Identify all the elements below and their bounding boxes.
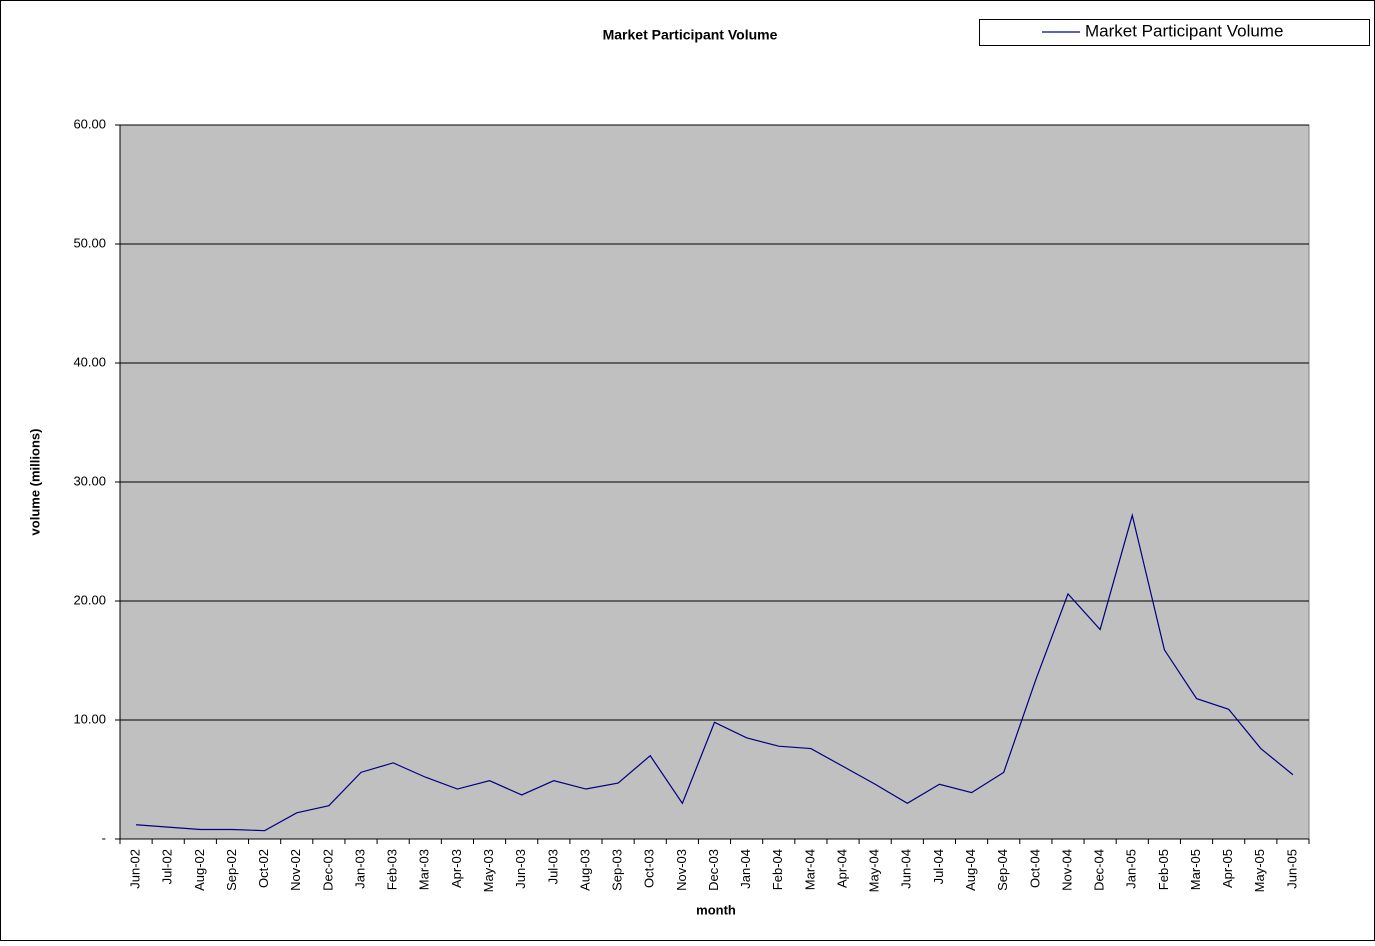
x-axis-label: month bbox=[696, 902, 736, 917]
y-tick-label: 60.00 bbox=[73, 116, 106, 131]
x-tick-label: Sep-04 bbox=[995, 849, 1010, 891]
y-tick-label: 10.00 bbox=[73, 711, 106, 726]
y-tick-label: - bbox=[102, 830, 106, 845]
y-tick-label: 40.00 bbox=[73, 354, 106, 369]
x-tick-label: Apr-05 bbox=[1220, 849, 1235, 888]
x-tick-label: Nov-04 bbox=[1059, 849, 1074, 891]
x-tick-label: Oct-02 bbox=[256, 849, 271, 888]
x-tick-label: May-04 bbox=[867, 849, 882, 892]
x-tick-label: Dec-04 bbox=[1092, 849, 1107, 891]
x-tick-label: Nov-02 bbox=[288, 849, 303, 891]
y-tick-label: 50.00 bbox=[73, 235, 106, 250]
x-tick-label: Aug-04 bbox=[963, 849, 978, 891]
x-tick-label: Jul-02 bbox=[160, 849, 175, 884]
x-tick-label: Feb-05 bbox=[1156, 849, 1171, 890]
x-tick-label: Sep-02 bbox=[224, 849, 239, 891]
x-tick-label: Oct-03 bbox=[642, 849, 657, 888]
data-line bbox=[136, 512, 1294, 832]
chart-title: Market Participant Volume bbox=[603, 27, 778, 43]
x-tick-label: Mar-05 bbox=[1188, 849, 1203, 890]
x-tick-label: Jun-03 bbox=[513, 849, 528, 889]
x-tick-label: Dec-03 bbox=[706, 849, 721, 891]
x-tick-label: Oct-04 bbox=[1027, 849, 1042, 888]
x-tick-label: Jan-05 bbox=[1124, 849, 1139, 889]
x-tick-label: Apr-04 bbox=[834, 849, 849, 888]
x-tick-label: Jan-04 bbox=[738, 849, 753, 889]
x-tick-label: May-05 bbox=[1252, 849, 1267, 892]
x-tick-label: Jun-04 bbox=[899, 849, 914, 889]
x-tick-label: Dec-02 bbox=[320, 849, 335, 891]
x-tick-label: May-03 bbox=[481, 849, 496, 892]
legend-label: Market Participant Volume bbox=[1085, 21, 1283, 40]
x-tick-label: Feb-03 bbox=[385, 849, 400, 890]
x-tick-label: Jun-02 bbox=[128, 849, 143, 889]
x-tick-label: Aug-02 bbox=[192, 849, 207, 891]
x-tick-label: Jun-05 bbox=[1284, 849, 1299, 889]
x-tick-label: Nov-03 bbox=[674, 849, 689, 891]
x-tick-label: Feb-04 bbox=[770, 849, 785, 890]
x-tick-label: Jan-03 bbox=[352, 849, 367, 889]
x-tick-label: Jul-03 bbox=[545, 849, 560, 884]
x-tick-label: Aug-03 bbox=[577, 849, 592, 891]
x-tick-label: Jul-04 bbox=[931, 849, 946, 884]
y-axis-label: volume (millions) bbox=[27, 429, 42, 536]
x-tick-label: Mar-03 bbox=[417, 849, 432, 890]
x-tick-label: Apr-03 bbox=[449, 849, 464, 888]
y-tick-label: 30.00 bbox=[73, 473, 106, 488]
x-tick-label: Mar-04 bbox=[802, 849, 817, 890]
x-tick-label: Sep-03 bbox=[610, 849, 625, 891]
y-tick-label: 20.00 bbox=[73, 592, 106, 607]
